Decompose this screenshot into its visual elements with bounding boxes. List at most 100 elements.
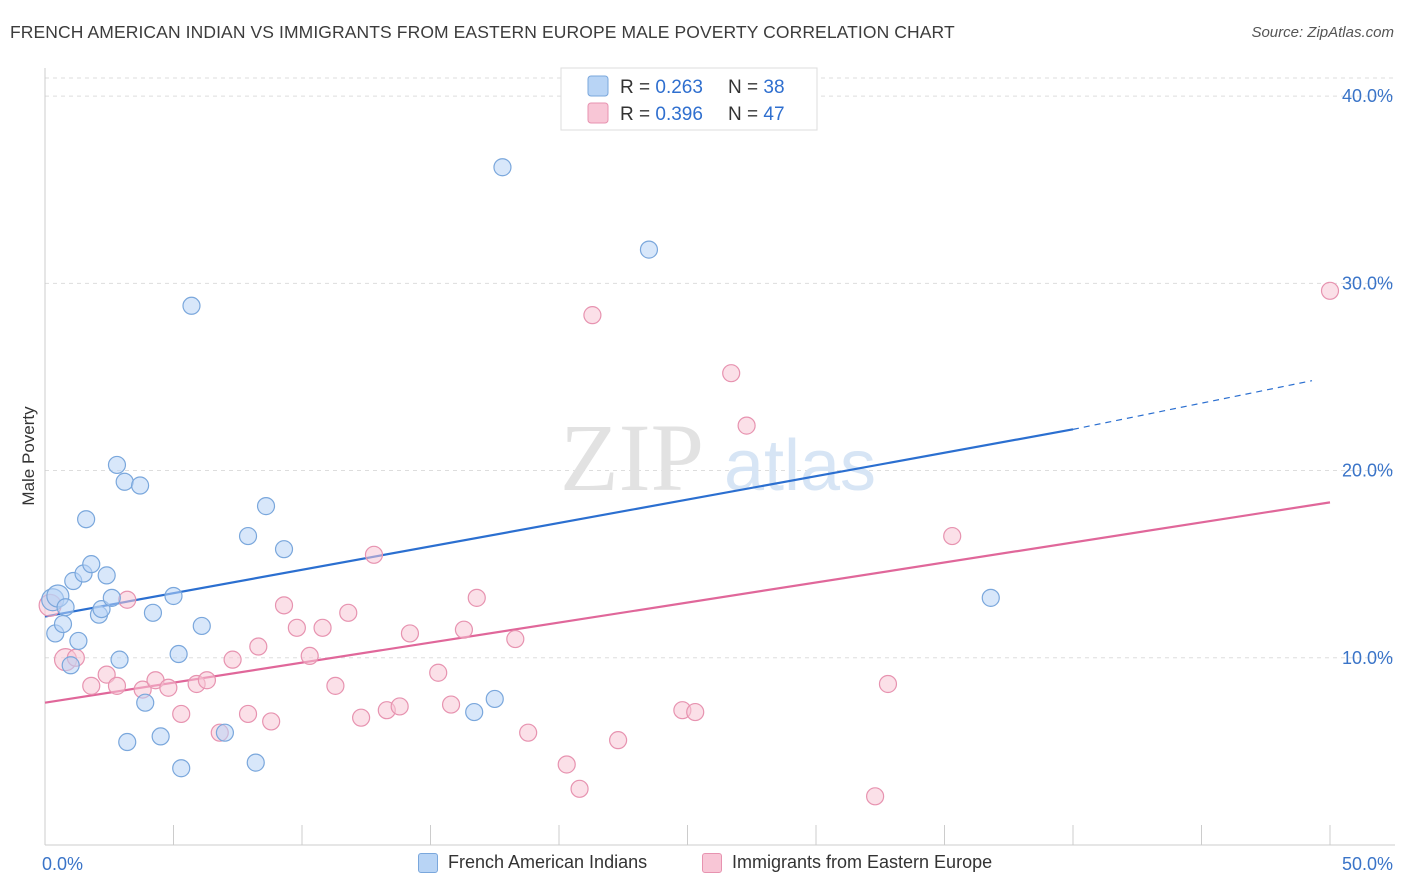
y-tick-labels: 10.0% 20.0% 30.0% 40.0% [1342, 86, 1393, 668]
pink-point-32 [467, 588, 486, 607]
pink-point-33 [506, 629, 525, 649]
y-tick-label-40: 40.0% [1342, 86, 1393, 106]
blue-point-15 [107, 455, 127, 475]
blue-point-35 [493, 158, 512, 177]
blue-point-37 [981, 588, 1000, 607]
pink-point-25 [364, 545, 384, 564]
axes [44, 68, 1395, 846]
legend-n-label-1: N = [728, 77, 763, 98]
pink-point-23 [339, 603, 358, 622]
svg-text:N = 47: N = 47 [728, 104, 785, 125]
blue-point-5 [61, 656, 80, 675]
legend-label-french-american-indians: French American Indians [448, 852, 648, 872]
series-legend: French American Indians Immigrants from … [0, 852, 1406, 878]
legend-r-value-2: 0.396 [655, 104, 703, 125]
pink-point-35 [557, 755, 576, 774]
pink-point-17 [262, 712, 281, 731]
pink-point-29 [429, 663, 448, 682]
x-tick-labels: 0.0% 50.0% [42, 854, 1393, 874]
pink-point-30 [441, 695, 461, 714]
blue-point-19 [130, 476, 150, 495]
y-axis-label: Male Poverty [19, 406, 38, 506]
blue-point-23 [164, 586, 183, 606]
watermark-atlas: atlas [724, 426, 876, 506]
blue-point-20 [136, 693, 155, 712]
watermark-zip: ZIP [560, 404, 704, 511]
pink-point-42 [737, 416, 756, 435]
blue-point-14 [102, 588, 121, 607]
pink-point-43 [866, 787, 885, 806]
pink-point-18 [274, 596, 294, 615]
pink-point-9 [159, 678, 178, 697]
pink-point-6 [118, 590, 137, 609]
pink-point-22 [326, 676, 345, 695]
pink-point-16 [249, 637, 268, 656]
legend-r-label-1: R = [620, 77, 655, 98]
trend-line-blue [44, 428, 1074, 618]
legend-swatch-pink [587, 102, 609, 124]
x-tick-label-max: 50.0% [1342, 854, 1393, 874]
svg-text:R = 0.396: R = 0.396 [620, 104, 703, 125]
pink-point-20 [300, 646, 319, 665]
pink-point-4 [97, 665, 116, 684]
blue-point-16 [110, 650, 129, 669]
blue-point-29 [238, 526, 258, 546]
watermark: ZIP atlas [560, 404, 876, 511]
blue-point-9 [77, 510, 96, 529]
blue-point-17 [115, 472, 134, 491]
blue-point-32 [274, 540, 294, 559]
pink-point-21 [313, 618, 332, 637]
y-tick-label-20: 20.0% [1342, 461, 1393, 481]
blue-point-31 [256, 497, 276, 516]
pink-point-27 [390, 697, 409, 716]
pink-point-14 [223, 650, 242, 669]
blue-point-12 [92, 599, 111, 619]
blue-point-7 [69, 631, 88, 651]
blue-point-27 [192, 616, 211, 636]
blue-point-36 [639, 240, 659, 259]
series-french-american-indians-points [41, 158, 1000, 778]
pink-point-5 [107, 676, 127, 695]
blue-point-21 [143, 603, 163, 622]
blue-point-25 [172, 759, 191, 778]
pink-point-24 [352, 708, 371, 727]
blue-point-28 [215, 723, 234, 742]
svg-text:R = 0.263: R = 0.263 [620, 77, 703, 98]
legend-n-label-2: N = [728, 104, 763, 125]
legend-item-french-american-indians: French American Indians [418, 852, 647, 873]
pink-point-40 [686, 702, 705, 722]
svg-text:N = 38: N = 38 [728, 77, 785, 98]
blue-point-22 [151, 727, 170, 746]
legend-swatch-blue [587, 75, 609, 97]
legend-r-label-2: R = [620, 104, 655, 125]
x-tick-label-min: 0.0% [42, 854, 83, 874]
correlation-legend: R = 0.263 N = 38 R = 0.396 N = 47 [560, 67, 818, 131]
legend-n-value-2: 47 [763, 104, 784, 125]
pink-point-41 [722, 364, 741, 383]
blue-point-33 [465, 702, 484, 722]
pink-point-15 [238, 704, 258, 724]
pink-point-10 [172, 704, 191, 724]
blue-point-10 [82, 555, 101, 574]
pink-point-37 [583, 306, 602, 325]
blue-point-3 [53, 614, 73, 634]
trend-lines [44, 380, 1331, 704]
blue-point-26 [182, 296, 201, 315]
pink-point-46 [1320, 281, 1340, 300]
series-eastern-europe-points [38, 281, 1340, 806]
y-tick-label-30: 30.0% [1342, 273, 1393, 293]
source-label: Source: ZipAtlas.com [1251, 24, 1394, 41]
pink-point-28 [400, 624, 420, 643]
y-tick-label-10: 10.0% [1342, 648, 1393, 668]
pink-point-38 [609, 731, 628, 750]
pink-point-36 [570, 779, 589, 798]
pink-point-19 [287, 618, 306, 637]
legend-label-eastern-europe: Immigrants from Eastern Europe [732, 852, 993, 872]
pink-point-3 [82, 676, 101, 695]
pink-point-45 [943, 526, 962, 546]
pink-point-44 [878, 674, 898, 694]
pink-point-12 [197, 671, 217, 690]
trend-line-pink [44, 501, 1331, 704]
blue-point-13 [97, 566, 116, 585]
